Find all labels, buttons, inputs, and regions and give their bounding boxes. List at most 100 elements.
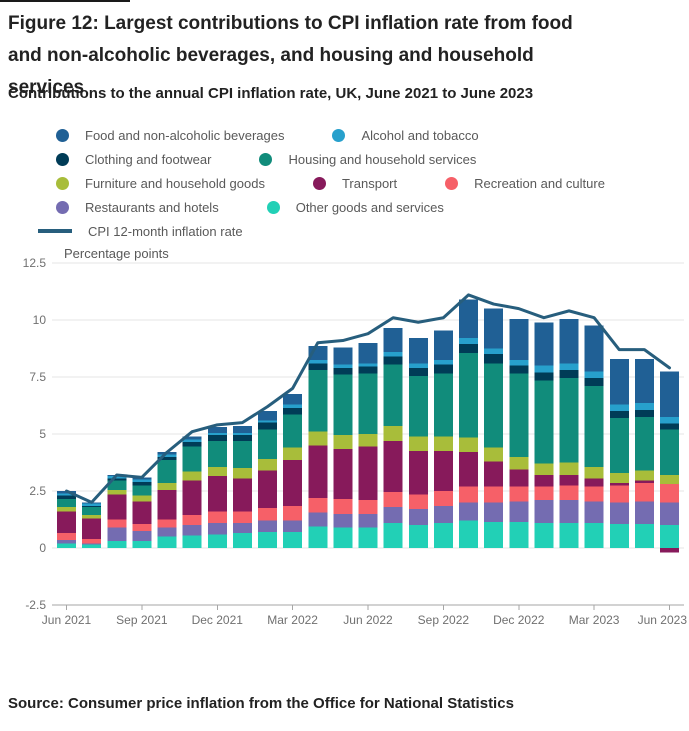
bar-segment	[107, 527, 127, 542]
bar-segment	[358, 366, 378, 374]
bar-segment	[207, 476, 227, 512]
bar-segment	[207, 534, 227, 548]
bar-segment	[232, 440, 252, 469]
bar-segment	[534, 380, 554, 464]
x-tick-label: Sep 2022	[418, 613, 470, 627]
bar-segment	[609, 524, 629, 548]
bar-segment	[232, 426, 252, 433]
bar-segment	[584, 371, 604, 379]
bar-segment	[634, 483, 654, 502]
bar-segment	[333, 498, 353, 514]
bar-segment	[182, 525, 202, 536]
bar-segment	[283, 394, 303, 405]
bar-segment	[258, 532, 277, 548]
bar-segment	[459, 486, 478, 503]
bar-segment	[408, 367, 428, 376]
bar-segment	[433, 451, 453, 491]
bar-segment	[132, 541, 152, 548]
bar-segment	[82, 538, 102, 544]
bar-segment	[408, 525, 428, 548]
bar-segment	[82, 514, 102, 519]
bar-segment	[358, 363, 378, 367]
bar-segment	[82, 518, 102, 539]
legend-item-transport: Transport	[312, 176, 397, 191]
x-tick-label: Jun 2021	[42, 613, 92, 627]
legend-item-other-goods-and-services: Other goods and services	[266, 199, 444, 215]
bar-segment	[358, 434, 378, 447]
bar-segment	[559, 462, 579, 476]
source-note: Source: Consumer price inflation from th…	[8, 695, 514, 712]
bar-segment	[82, 505, 102, 507]
bar-segment	[383, 327, 403, 352]
bar-segment	[107, 489, 127, 495]
bar-segment	[132, 485, 152, 496]
bar-segment	[459, 353, 478, 438]
bar-segment	[459, 338, 478, 344]
bar-segment	[559, 378, 579, 463]
bar-segment	[82, 503, 102, 506]
bar-segment	[358, 373, 378, 434]
bar-segment	[433, 373, 453, 437]
bar-segment	[333, 513, 353, 528]
bar-segment	[509, 365, 529, 374]
x-tick-label: Dec 2022	[493, 613, 545, 627]
bar-segment	[584, 522, 604, 548]
y-axis-title: Percentage points	[64, 246, 169, 261]
bar-segment	[408, 363, 428, 368]
bar-segment	[182, 480, 202, 515]
bar-segment	[57, 506, 76, 512]
bar-segment	[132, 481, 152, 486]
bar-segment	[157, 454, 177, 457]
chart-legend: Food and non-alcoholic beverages Alcohol …	[38, 123, 676, 243]
bar-segment	[107, 478, 127, 481]
bar-segment	[609, 404, 629, 412]
legend-label: Other goods and services	[295, 199, 444, 215]
bar-segment	[107, 476, 127, 479]
bar-segment	[484, 308, 504, 349]
bar-segment	[308, 445, 328, 498]
legend-label: Furniture and household goods	[85, 175, 265, 191]
y-tick-label: 7.5	[29, 370, 46, 384]
top-edge-strip	[0, 0, 130, 2]
bar-segment	[383, 440, 403, 493]
bar-segment	[660, 416, 679, 424]
bar-segment	[182, 436, 202, 440]
legend-item-recreation-and-culture: Recreation and culture	[445, 176, 605, 191]
legend-label: Clothing and footwear	[85, 151, 212, 167]
bar-segment	[509, 359, 529, 366]
legend-line-swatch-icon	[38, 229, 72, 233]
bar-segment	[660, 475, 679, 485]
legend-item-alcohol-and-tobacco: Alcohol and tobacco	[332, 128, 479, 143]
x-tick-label: Sep 2021	[116, 613, 168, 627]
bar-segment	[634, 470, 654, 481]
legend-dot-icon	[332, 128, 346, 142]
bar-segment	[509, 469, 529, 487]
bar-segment	[584, 486, 604, 502]
legend-label: CPI 12-month inflation rate	[88, 223, 243, 239]
legend-dot-icon	[259, 152, 273, 166]
y-tick-label: 5	[39, 427, 46, 441]
bar-segment	[308, 363, 328, 371]
bar-segment	[484, 354, 504, 364]
bar-segment	[584, 325, 604, 372]
bar-segment	[132, 524, 152, 531]
bar-segment	[232, 435, 252, 441]
bar-segment	[283, 460, 303, 506]
bar-segment	[634, 403, 654, 411]
y-tick-label: 10	[33, 313, 47, 327]
bar-segment	[232, 478, 252, 512]
bar-segment	[408, 375, 428, 437]
bar-segment	[358, 527, 378, 548]
bar-segment	[484, 447, 504, 462]
bar-segment	[283, 532, 303, 548]
bar-segment	[383, 492, 403, 507]
bar-segment	[459, 437, 478, 453]
bar-segment	[559, 363, 579, 371]
bar-segment	[609, 485, 629, 503]
bar-segment	[107, 494, 127, 520]
bar-segment	[57, 493, 76, 496]
bar-segment	[559, 500, 579, 523]
bar-segment	[308, 359, 328, 364]
bar-segment	[509, 373, 529, 457]
